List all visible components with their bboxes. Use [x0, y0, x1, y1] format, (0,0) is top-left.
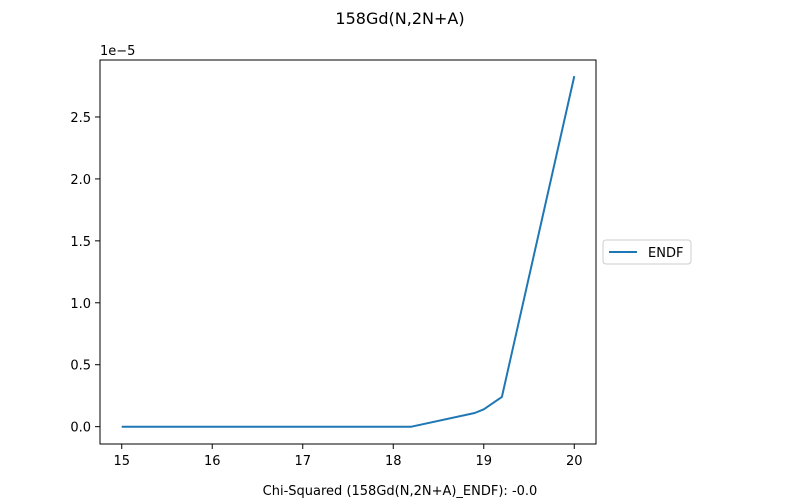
y-tick-label: 1.0 — [70, 297, 91, 312]
legend: ENDF — [602, 239, 692, 265]
y-axis-ticks: 0.0 0.5 1.0 1.5 2.0 2.5 — [70, 111, 100, 436]
plot-area — [99, 59, 597, 445]
series-line-endf — [121, 75, 576, 428]
x-tick-label: 17 — [294, 454, 311, 469]
x-tick-label: 16 — [204, 454, 221, 469]
chart-title: 158Gd(N,2N+A) — [335, 9, 464, 28]
y-tick-label: 1.5 — [70, 235, 91, 250]
x-axis-label: Chi-Squared (158Gd(N,2N+A)_ENDF): -0.0 — [263, 484, 538, 499]
x-tick-label: 18 — [385, 454, 402, 469]
y-tick-label: 2.0 — [70, 173, 91, 188]
y-tick-label: 2.5 — [70, 111, 91, 126]
x-tick-label: 20 — [566, 454, 583, 469]
legend-box — [602, 239, 692, 265]
y-tick-label: 0.5 — [70, 359, 91, 374]
y-offset-label: 1e−5 — [100, 44, 135, 59]
x-tick-label: 15 — [113, 454, 130, 469]
legend-label-endf: ENDF — [648, 246, 683, 261]
x-axis-ticks: 15 16 17 18 19 20 — [113, 444, 583, 469]
series-group — [121, 75, 576, 428]
y-tick-label: 0.0 — [70, 421, 91, 436]
x-tick-label: 19 — [475, 454, 492, 469]
